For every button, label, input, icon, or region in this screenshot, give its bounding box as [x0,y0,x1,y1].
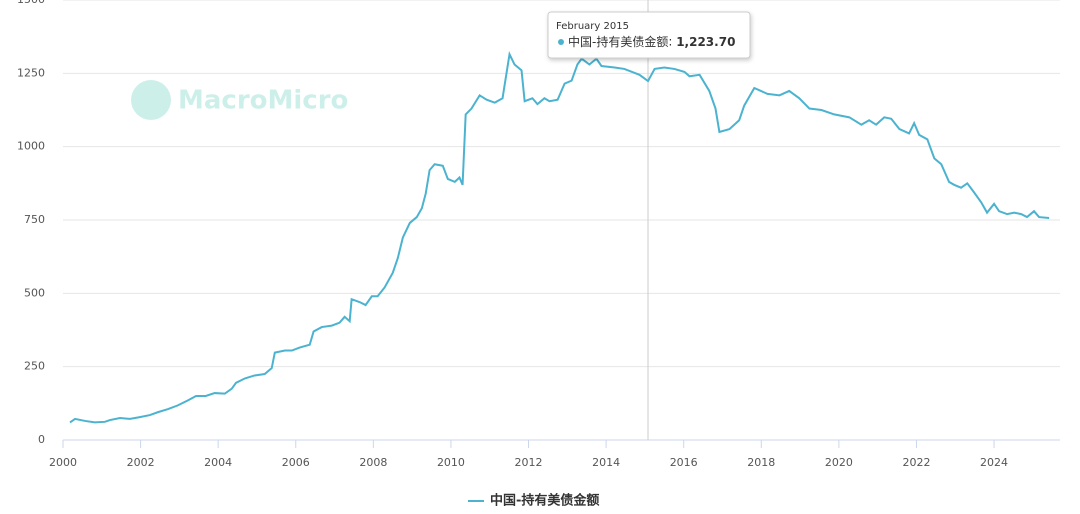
x-tick-label: 2004 [204,456,232,469]
plot: 0 250 500 750 1000 1250 1500 2000 2002 2004 2006 20… [17,0,1060,469]
x-tick-label: 2002 [127,456,155,469]
watermark-icon [131,80,171,120]
x-tick-label: 2016 [670,456,698,469]
tooltip-title: February 2015 [556,21,629,32]
x-tick-label: 2024 [980,456,1008,469]
y-tick-label: 1250 [17,66,45,79]
tooltip-box [547,11,751,59]
x-tick-label: 2020 [825,456,853,469]
tooltip-series: 中国-持有美债金额 [568,34,668,49]
x-tick-label: 2012 [515,456,543,469]
tooltip-value: 1,223.70 [676,35,735,49]
tooltip: February 2015 中国-持有美债金额: 1,223.70 [547,11,751,59]
legend: 中国-持有美债金额 [468,493,599,509]
y-tick-label: 0 [38,433,45,446]
watermark-text: MacroMicro [178,86,348,116]
legend-label: 中国-持有美债金额 [490,493,599,509]
watermark: MacroMicro [131,80,348,120]
tooltip-line: 中国-持有美债金额: 1,223.70 [568,34,735,49]
x-tick-label: 2022 [902,456,930,469]
y-tick-label: 500 [24,286,45,299]
tooltip-dot [558,39,564,45]
x-tick-label: 2010 [437,456,465,469]
x-tick-label: 2006 [282,456,310,469]
y-tick-label: 1000 [17,140,45,153]
y-tick-label: 750 [24,213,45,226]
x-tick-label: 2000 [49,456,77,469]
x-tick-label: 2014 [592,456,620,469]
y-tick-label: 250 [24,360,45,373]
x-tick-label: 2018 [747,456,775,469]
series-line [69,50,1050,424]
x-tick-label: 2008 [359,456,387,469]
y-tick-label: 1500 [17,0,45,6]
